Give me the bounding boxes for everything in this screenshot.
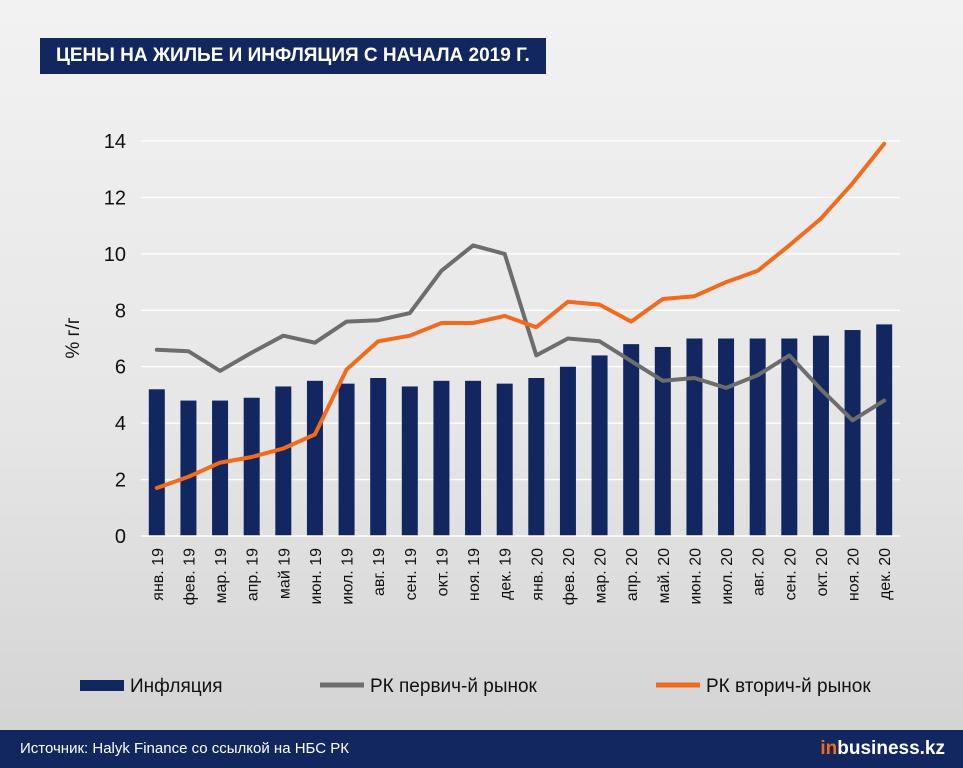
brand-logo: inbusiness.kz (820, 730, 945, 768)
x-tick-label: мар. 19 (213, 548, 230, 604)
x-tick-label: ноя. 20 (846, 548, 863, 601)
x-tick-label: авг. 19 (371, 548, 388, 596)
y-tick-label: 14 (104, 131, 126, 153)
y-tick-label: 12 (104, 187, 126, 209)
bar-inflation (812, 335, 829, 536)
bar-inflation (718, 338, 735, 536)
x-tick-labels: янв. 19 фев. 19 мар. 19 апр. 19 май 19 июн. 1… (150, 548, 894, 605)
x-tick-label: окт. 19 (434, 548, 451, 596)
x-tick-label: июл. 20 (719, 548, 736, 605)
x-tick-label: авг. 20 (751, 548, 768, 596)
x-tick-label: апр. 19 (245, 548, 262, 601)
x-tick-label: апр. 20 (624, 548, 641, 601)
bar-inflation (243, 397, 260, 536)
y-tick-label: 8 (115, 300, 126, 322)
bar-inflation (148, 389, 165, 536)
bar-inflation (275, 386, 292, 536)
bar-inflation (496, 383, 513, 536)
legend: Инфляция РК первич-й рынок РК вторич-й рын… (80, 676, 871, 697)
grid-lines (141, 140, 900, 481)
x-tick-label: сен. 19 (403, 548, 420, 601)
x-tick-label: мар. 20 (593, 548, 610, 604)
bar-inflation (465, 380, 482, 536)
bar-inflation (654, 346, 671, 536)
y-tick-label: 4 (115, 413, 126, 435)
x-tick-label: окт. 20 (814, 548, 831, 596)
x-tick-label: янв. 20 (529, 548, 546, 601)
bar-inflation (433, 380, 450, 536)
x-tick-label: май 19 (276, 548, 293, 599)
bar-inflation (306, 380, 323, 536)
bar-inflation (370, 378, 387, 536)
x-tick-label: июн. 19 (308, 548, 325, 605)
x-tick-label: дек. 19 (498, 548, 515, 600)
bar-inflation (686, 338, 703, 536)
legend-secondary-market: РК вторич-й рынок (706, 676, 871, 697)
x-tick-label: янв. 19 (150, 548, 167, 601)
bar-inflation (876, 324, 893, 536)
y-tick-labels: 0 2 4 6 8 10 12 14 (104, 131, 126, 548)
legend-primary-market: РК первич-й рынок (370, 676, 538, 697)
x-tick-label: ноя. 19 (466, 548, 483, 601)
x-tick-label: сен. 20 (782, 548, 799, 601)
bar-inflation (749, 338, 766, 536)
x-tick-label: май. 20 (656, 548, 673, 604)
x-tick-label: июл. 19 (340, 548, 357, 605)
logo-prefix: in (820, 738, 838, 759)
line-series (154, 141, 887, 490)
x-tick-label: дек. 20 (877, 548, 894, 600)
line-secondary-market (154, 141, 887, 490)
y-tick-label: 0 (115, 526, 126, 548)
bar-inflation (844, 330, 861, 536)
legend-inflation: Инфляция (130, 676, 223, 697)
x-tick-label: фев. 19 (181, 548, 198, 605)
chart-title: ЦЕНЫ НА ЖИЛЬЕ И ИНФЛЯЦИЯ С НАЧАЛА 2019 Г… (40, 38, 546, 74)
bar-inflation (591, 355, 608, 536)
bar-inflation (212, 400, 229, 536)
x-tick-label: июн. 20 (687, 548, 704, 605)
y-tick-label: 10 (104, 244, 126, 266)
y-tick-label: 6 (115, 357, 126, 379)
bar-inflation (781, 338, 798, 536)
x-tick-label: фев. 20 (561, 548, 578, 605)
legend-swatch (80, 680, 124, 691)
logo-rest: business.kz (837, 738, 945, 759)
footer-bar: Источник: Halyk Finance со ссылкой на НБ… (0, 730, 963, 768)
bar-inflation (623, 344, 640, 536)
bar-inflation (559, 366, 576, 536)
bar-inflation (401, 386, 418, 536)
y-tick-label: 2 (115, 470, 126, 492)
bar-inflation (338, 383, 355, 536)
y-axis-label: % г/г (63, 317, 84, 358)
bar-inflation (528, 378, 545, 536)
source-note: Источник: Halyk Finance со ссылкой на НБ… (20, 740, 349, 757)
inflation-bars (148, 324, 893, 536)
bar-inflation (180, 400, 197, 536)
chart: 0 2 4 6 8 10 12 14 % г/г янв. 19 фев. 19 мар. 19 а… (63, 131, 900, 697)
line-primary-market (154, 243, 887, 423)
